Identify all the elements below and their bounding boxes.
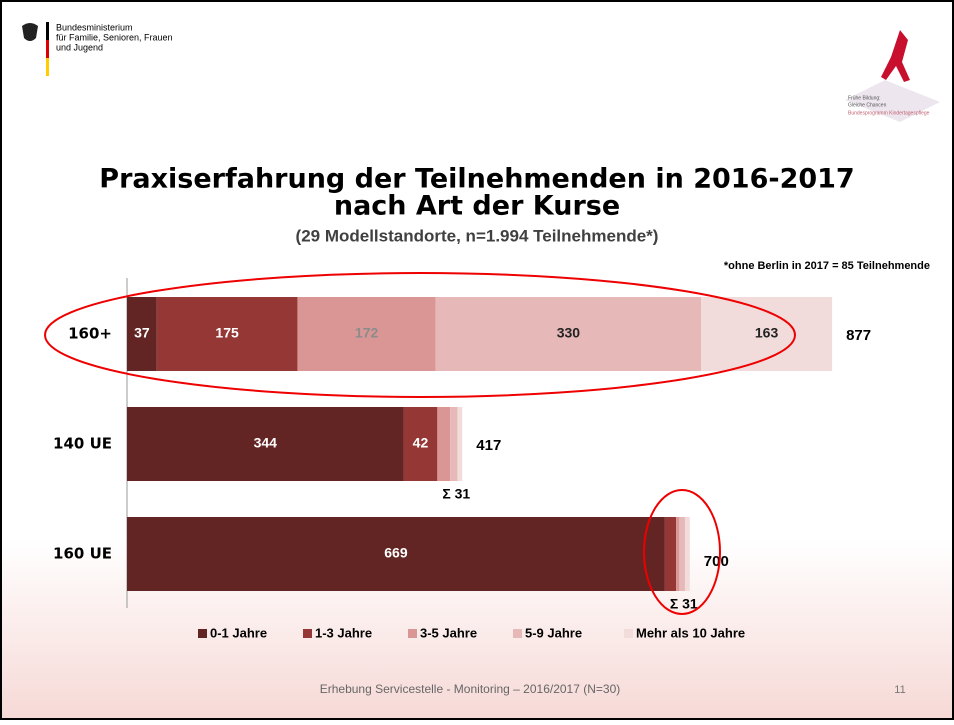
legend-swatch [198, 629, 207, 638]
logo-text: Bundesprogramm Kindertagespflege [848, 110, 930, 116]
value-label: 172 [355, 325, 379, 341]
legend-label: 1-3 Jahre [315, 625, 372, 640]
category-label: 160 UE [53, 545, 112, 563]
legend-swatch [624, 629, 633, 638]
ministry-line: für Familie, Senioren, Frauen [56, 32, 173, 42]
legend-label: 0-1 Jahre [210, 625, 267, 640]
total-label: 700 [704, 553, 729, 570]
category-label: 140 UE [53, 435, 112, 453]
legend-swatch [408, 629, 417, 638]
chart-subtitle: (29 Modellstandorte, n=1.994 Teilnehmend… [296, 226, 659, 245]
total-label: 877 [846, 327, 871, 344]
bar-segment [127, 407, 404, 481]
ministry-line: Bundesministerium [56, 22, 133, 32]
bar-segment [435, 297, 702, 371]
legend-swatch [303, 629, 312, 638]
ministry-logo [22, 22, 49, 76]
bar-segment [127, 297, 157, 371]
value-label: 330 [557, 325, 581, 341]
value-label: 42 [413, 435, 429, 451]
value-label: 163 [755, 325, 779, 341]
value-label: 669 [384, 545, 408, 561]
footer: Erhebung Servicestelle - Monitoring – 20… [320, 682, 621, 696]
bar-segment [664, 517, 677, 591]
value-label: 37 [134, 325, 150, 341]
bar-segment [437, 407, 451, 481]
value-label: 175 [215, 325, 239, 341]
sum-annotation: Σ 31 [670, 596, 698, 612]
bar-segment [679, 517, 685, 591]
highlight-ellipse [643, 489, 721, 615]
bar-segment [457, 407, 463, 481]
legend-label: 5-9 Jahre [525, 625, 582, 640]
highlight-ellipse [44, 272, 796, 398]
bar-segment [450, 407, 458, 481]
program-logo [845, 30, 940, 122]
legend-label: Mehr als 10 Jahre [636, 625, 745, 640]
bar-segment [156, 297, 298, 371]
bar-segment [676, 517, 680, 591]
ministry-line: und Jugend [56, 42, 103, 52]
chart-note: *ohne Berlin in 2017 = 85 Teilnehmende [724, 260, 930, 272]
page-number: 11 [894, 684, 905, 696]
bar-segment [403, 407, 438, 481]
bar-segment [684, 517, 690, 591]
total-label: 417 [476, 437, 501, 454]
sum-annotation: Σ 31 [442, 486, 470, 502]
value-label: 344 [254, 435, 278, 451]
legend-label: 3-5 Jahre [420, 625, 477, 640]
logo-text: Frühe Bildung: [848, 95, 881, 101]
category-label: 160+ [68, 325, 112, 343]
legend-swatch [513, 629, 522, 638]
logo-text: Gleiche Chancen [848, 102, 887, 108]
chart-title: Praxiserfahrung der Teilnehmenden in 201… [99, 164, 854, 195]
bar-segment [127, 517, 665, 591]
chart-title: nach Art der Kurse [334, 191, 620, 222]
bar-segment [297, 297, 436, 371]
